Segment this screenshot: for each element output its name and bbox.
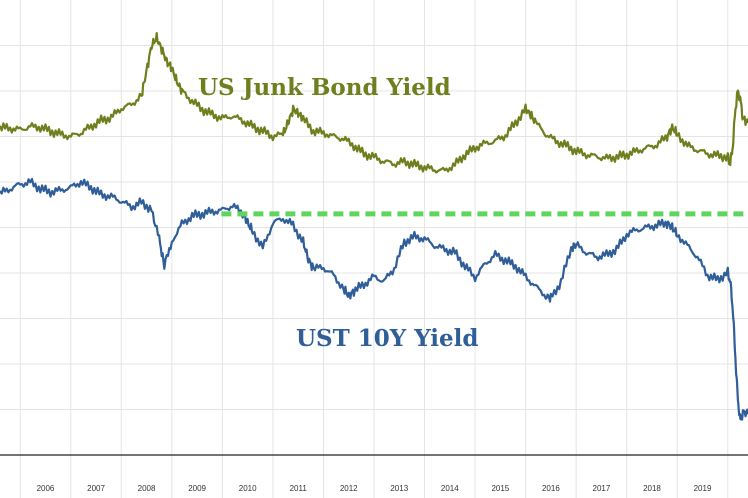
series-label-junk-bond: US Junk Bond Yield xyxy=(198,74,451,101)
x-tick-label: 2007 xyxy=(87,484,105,493)
x-tick-label: 2008 xyxy=(138,484,156,493)
x-tick-label: 2012 xyxy=(340,484,358,493)
series-line-1 xyxy=(0,177,748,421)
series-line-0 xyxy=(0,32,748,174)
series-label-ust-10y: UST 10Y Yield xyxy=(296,325,478,352)
x-axis: 2006 2007 2008 2009 2010 2011 2012 2013 2014 2015… xyxy=(0,454,748,493)
x-tick-label: 2018 xyxy=(643,484,661,493)
x-tick-label: 2015 xyxy=(491,484,509,493)
x-tick-label: 2019 xyxy=(694,484,712,493)
x-tick-label: 2016 xyxy=(542,484,560,493)
x-tick-label: 2006 xyxy=(37,484,55,493)
x-tick-label: 2014 xyxy=(441,484,459,493)
x-tick-label: 2009 xyxy=(188,484,206,493)
x-tick-label: 2013 xyxy=(390,484,408,493)
x-tick-label: 2011 xyxy=(290,484,308,493)
x-tick-label: 2017 xyxy=(593,484,611,493)
x-tick-label: 2010 xyxy=(239,484,257,493)
chart-series xyxy=(0,32,748,421)
